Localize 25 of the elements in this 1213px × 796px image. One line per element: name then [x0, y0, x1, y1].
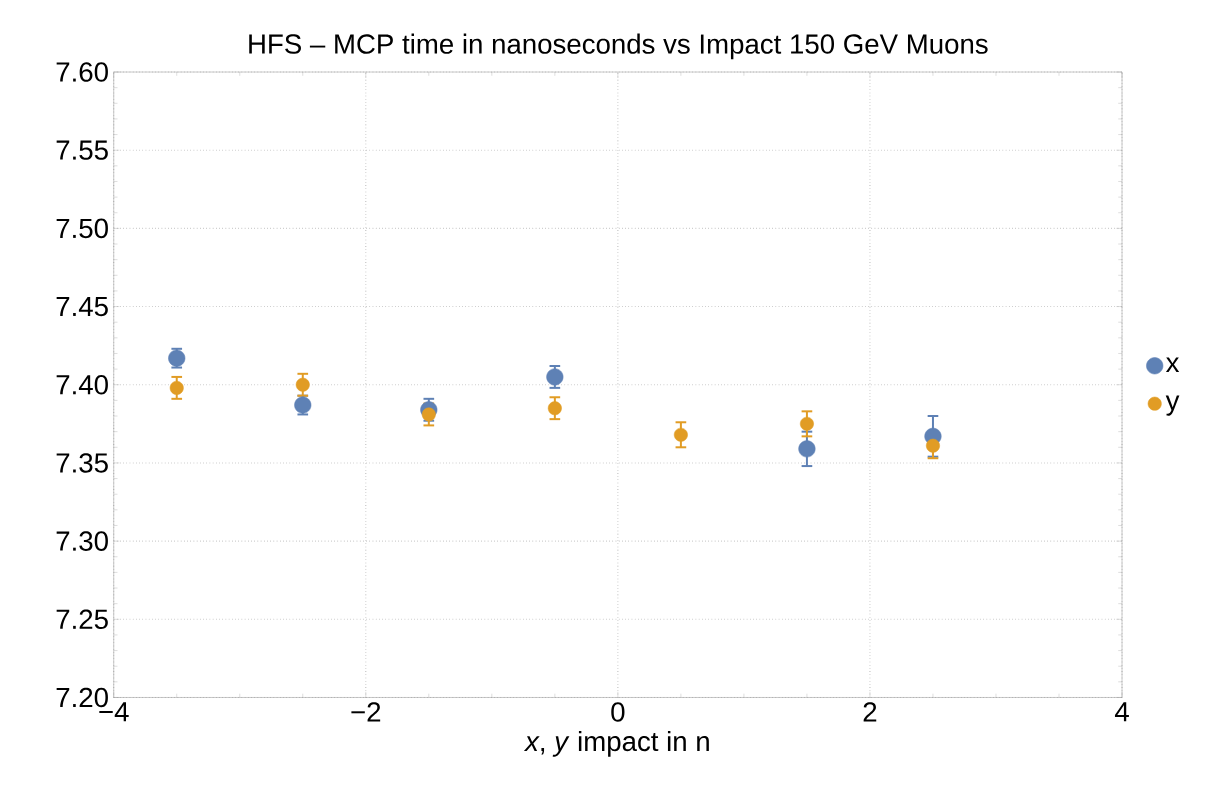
point [800, 416, 814, 431]
x-tick-label: 0 [611, 702, 625, 722]
point [421, 407, 436, 422]
x-axis-title: x, y impact in n [523, 730, 709, 757]
point [295, 377, 310, 392]
legend-label: y [1165, 395, 1180, 416]
x-tick-label: −2 [351, 702, 381, 722]
chart-title: HFS – MCP time in nanoseconds vs Impact 150 GeV Muons [249, 33, 988, 60]
y-tick-label: 7.45 [56, 296, 108, 317]
y-tick-label: 7.55 [56, 140, 108, 160]
legend-label: x [1165, 357, 1180, 373]
y-tick-label: 7.25 [56, 609, 108, 630]
x-tick-label: 4 [1114, 702, 1129, 722]
y-tick-label: 7.30 [56, 531, 108, 551]
point [673, 427, 688, 442]
y-tick-label: 7.40 [56, 374, 108, 395]
y-tick-label: 7.35 [56, 453, 108, 473]
point [547, 401, 562, 416]
point [926, 438, 940, 453]
point [169, 380, 184, 395]
point [798, 440, 816, 458]
y-tick-label: 7.60 [56, 62, 108, 82]
point [546, 368, 564, 386]
x-tick-label: 2 [863, 702, 877, 722]
y-tick-label: 7.50 [56, 218, 108, 239]
